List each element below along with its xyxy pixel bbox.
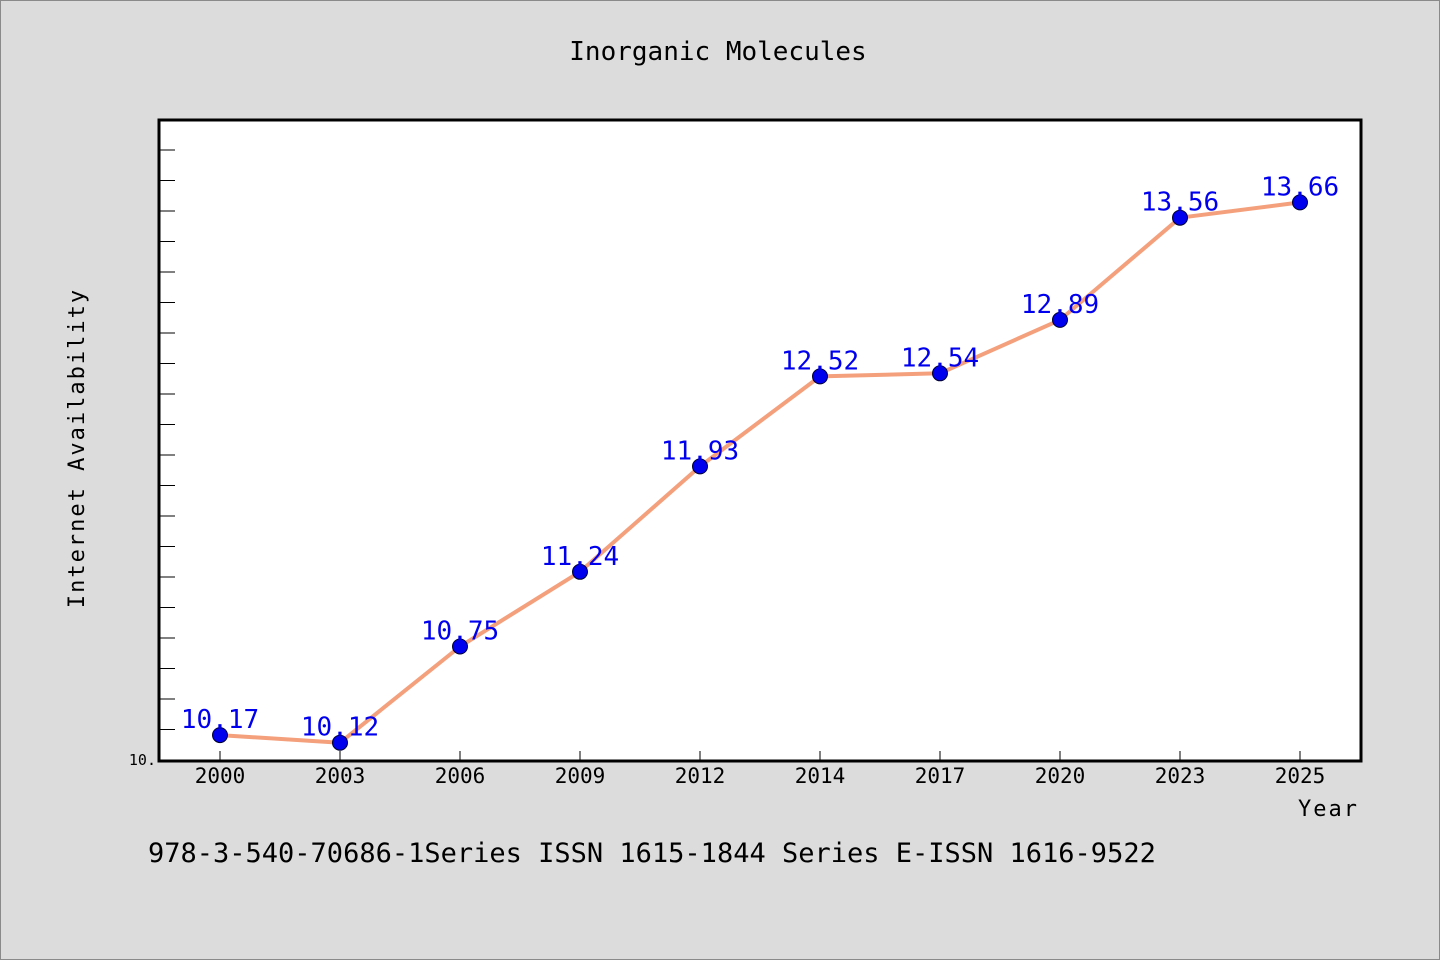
x-tick-label: 2003 xyxy=(315,764,366,788)
data-label: 10.12 xyxy=(301,713,379,743)
data-point xyxy=(1172,209,1188,226)
data-point xyxy=(572,563,588,580)
y-axis-tick-labels: 10. xyxy=(129,751,156,769)
x-tick-label: 2023 xyxy=(1155,764,1206,788)
plot-area xyxy=(157,118,1363,763)
chart-title: Inorganic Molecules xyxy=(569,37,866,67)
x-axis-label: Year xyxy=(1298,797,1359,822)
data-label: 10.75 xyxy=(421,617,499,647)
x-axis-tick-labels: 2000 2003 2006 2009 2012 2014 2017 2020 2023 2025 xyxy=(195,764,1326,788)
data-point xyxy=(1292,194,1308,211)
x-tick-label: 2014 xyxy=(795,764,846,788)
data-point xyxy=(932,365,948,382)
data-label: 11.24 xyxy=(541,542,619,572)
series-group: 10.17 10.12 10.75 11.24 11.93 12.52 12.54 12.89… xyxy=(181,172,1339,751)
x-tick-label: 2020 xyxy=(1035,764,1086,788)
data-label: 12.89 xyxy=(1021,290,1099,320)
x-tick-label: 2006 xyxy=(435,764,486,788)
data-label: 10.17 xyxy=(181,705,259,735)
data-point xyxy=(692,458,708,475)
y-tick-label: 10. xyxy=(129,751,156,769)
x-tick-label: 2025 xyxy=(1275,764,1326,788)
data-point xyxy=(812,368,828,385)
y-axis-ticks xyxy=(159,149,175,730)
data-point xyxy=(332,734,348,751)
data-point xyxy=(212,727,228,744)
data-label: 11.93 xyxy=(661,436,739,466)
data-label: 13.66 xyxy=(1261,172,1339,202)
y-axis-label: Internet Availability xyxy=(65,288,90,608)
footnote-text: 978-3-540-70686-1Series ISSN 1615-1844 S… xyxy=(148,838,1156,869)
x-tick-label: 2009 xyxy=(555,764,606,788)
x-tick-label: 2000 xyxy=(195,764,246,788)
data-label: 12.52 xyxy=(781,346,859,376)
data-label: 12.54 xyxy=(901,343,979,373)
x-axis-ticks xyxy=(219,751,1301,761)
data-point xyxy=(452,638,468,655)
data-label: 13.56 xyxy=(1141,188,1219,218)
x-tick-label: 2012 xyxy=(675,764,726,788)
data-point xyxy=(1052,311,1068,328)
x-tick-label: 2017 xyxy=(915,764,966,788)
series-line xyxy=(219,200,1301,745)
